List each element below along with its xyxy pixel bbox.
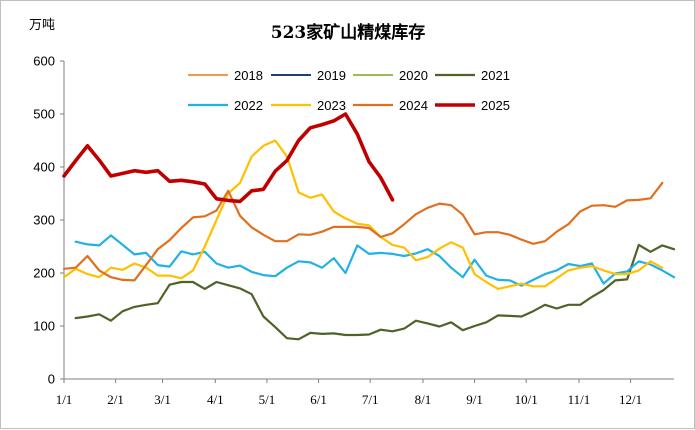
x-tick-label: 10/1 [515, 392, 538, 407]
legend-label-2021: 2021 [481, 68, 510, 83]
x-tick-label: 8/1 [415, 392, 432, 407]
x-tick-label: 12/1 [619, 392, 642, 407]
x-tick-label: 5/1 [259, 392, 276, 407]
series-line-2024 [62, 181, 664, 282]
y-tick-label: 500 [33, 107, 55, 122]
legend-label-2018: 2018 [234, 68, 263, 83]
legend-label-2019: 2019 [317, 68, 346, 83]
y-tick-label: 0 [48, 372, 55, 387]
legend-label-2024: 2024 [399, 98, 428, 113]
y-tick-label: 400 [33, 160, 55, 175]
series-layer [62, 112, 676, 341]
series-line-2021 [74, 243, 676, 341]
legend-label-2025: 2025 [481, 98, 510, 113]
y-axis-unit: 万吨 [29, 18, 55, 33]
legend-label-2020: 2020 [399, 68, 428, 83]
x-tick-label: 1/1 [56, 392, 73, 407]
series-line-2022 [74, 234, 676, 287]
legend: 2018 2019 2020 2021 2022 2023 2024 2025 [188, 68, 510, 113]
legend-label-2023: 2023 [317, 98, 346, 113]
x-tick-label: 2/1 [107, 392, 124, 407]
series-line-2025 [62, 112, 395, 204]
y-tick-label: 100 [33, 319, 55, 334]
x-tick-label: 7/1 [362, 392, 379, 407]
x-tick-label: 11/1 [568, 392, 591, 407]
y-tick-label: 200 [33, 266, 55, 281]
y-tick-label: 600 [33, 54, 55, 69]
x-tick-label: 9/1 [466, 392, 483, 407]
x-tick-label: 4/1 [207, 392, 224, 407]
x-tick-label: 3/1 [154, 392, 171, 407]
y-tick-label: 300 [33, 213, 55, 228]
chart-title: 523家矿山精煤库存 [271, 22, 426, 43]
series-line-2023 [62, 139, 664, 290]
legend-label-2022: 2022 [234, 98, 263, 113]
axes: 0 100 200 300 400 500 600 1/1 2/1 3/1 4/1 5/1 6/1 7/1… [33, 54, 674, 407]
x-tick-label: 6/1 [310, 392, 327, 407]
